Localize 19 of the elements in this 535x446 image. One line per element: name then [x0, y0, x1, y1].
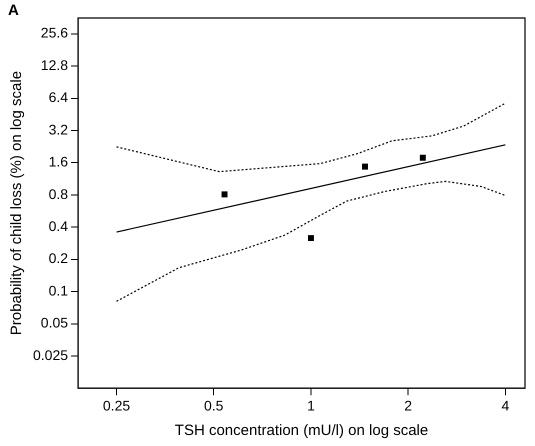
x-axis-title: TSH concentration (mU/l) on log scale: [174, 422, 428, 440]
y-tick-label: 0.05: [40, 314, 68, 331]
y-tick-label: 3.2: [48, 121, 68, 138]
y-tick-label: 0.1: [48, 282, 68, 298]
x-tick-label: 0.25: [102, 397, 130, 414]
x-tick-label: 0.5: [204, 397, 224, 414]
y-tick-label: 1.6: [48, 154, 68, 170]
x-tick-label: 1: [307, 397, 316, 414]
y-tick-label: 0.2: [48, 250, 68, 266]
y-tick-label: 6.4: [48, 89, 68, 106]
x-tick-label: 4: [502, 397, 510, 414]
x-tick-label: 2: [404, 397, 412, 414]
y-axis-title: Probability of child loss (%) on log scale: [8, 70, 26, 336]
chart-title: A: [8, 2, 19, 19]
y-tick-label: 25.6: [40, 24, 68, 41]
y-tick-label: 0.4: [48, 218, 68, 234]
y-tick-label: 0.025: [32, 346, 68, 363]
y-tick-label: 12.8: [40, 56, 68, 73]
y-tick-label: 0.8: [48, 186, 68, 202]
